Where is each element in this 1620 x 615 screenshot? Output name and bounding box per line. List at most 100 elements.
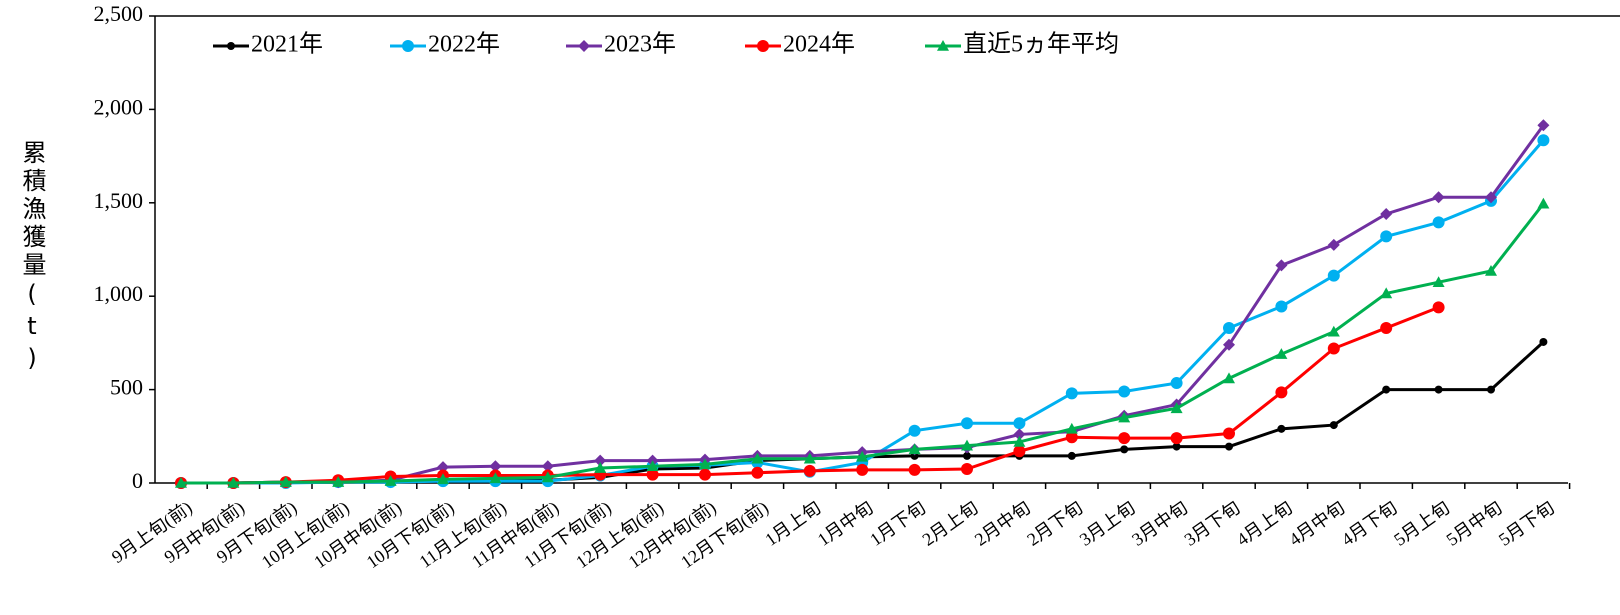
point bbox=[1485, 264, 1497, 276]
legend-label: 2024年 bbox=[783, 31, 855, 58]
legend-item: 2023年 bbox=[566, 31, 676, 58]
point bbox=[541, 471, 554, 483]
point bbox=[908, 443, 921, 455]
point bbox=[1539, 337, 1548, 346]
point bbox=[1537, 119, 1550, 132]
point bbox=[594, 462, 607, 473]
point bbox=[1485, 191, 1497, 204]
point bbox=[646, 460, 659, 471]
point bbox=[175, 477, 187, 488]
x-tick-label: 4月中旬 bbox=[1285, 497, 1348, 550]
point bbox=[1118, 385, 1131, 398]
point bbox=[1487, 385, 1495, 394]
series bbox=[175, 134, 1550, 489]
legend-item: 2024年 bbox=[745, 31, 855, 58]
point bbox=[908, 463, 921, 476]
point bbox=[227, 477, 240, 488]
point bbox=[961, 462, 973, 475]
point bbox=[1065, 431, 1078, 444]
x-tick-label: 4月下旬 bbox=[1338, 497, 1401, 550]
x-tick-label: 3月下旬 bbox=[1181, 497, 1244, 550]
point bbox=[1537, 134, 1550, 147]
point bbox=[1380, 287, 1393, 299]
point bbox=[1275, 259, 1288, 272]
point bbox=[1223, 338, 1235, 351]
point bbox=[1170, 432, 1183, 445]
y-tick-label: 2,000 bbox=[94, 94, 144, 119]
point bbox=[1327, 342, 1340, 355]
point bbox=[699, 468, 711, 481]
legend-label: 2022年 bbox=[428, 31, 500, 58]
point bbox=[1067, 451, 1076, 460]
y-tick-label: 500 bbox=[110, 375, 143, 400]
series-line bbox=[181, 139, 1545, 485]
point bbox=[1432, 276, 1445, 287]
point bbox=[437, 461, 449, 474]
point bbox=[1275, 300, 1288, 313]
point bbox=[1118, 432, 1131, 445]
point bbox=[1327, 269, 1340, 282]
x-tick-label: 5月中旬 bbox=[1443, 497, 1506, 550]
point bbox=[1327, 325, 1340, 337]
x-tick-label: 3月中旬 bbox=[1128, 497, 1191, 550]
x-tick-label: 5月上旬 bbox=[1390, 497, 1453, 550]
point bbox=[1275, 348, 1288, 359]
point bbox=[1537, 197, 1550, 209]
point bbox=[437, 473, 449, 485]
series-line bbox=[181, 124, 1545, 485]
point bbox=[751, 452, 764, 464]
point bbox=[1277, 424, 1286, 433]
legend-item: 2022年 bbox=[390, 31, 500, 58]
legend-marker bbox=[402, 40, 414, 52]
legend-label: 2023年 bbox=[604, 31, 676, 58]
legend-marker bbox=[937, 40, 949, 51]
point bbox=[856, 463, 869, 476]
x-tick-label: 1月下旬 bbox=[866, 497, 929, 550]
point bbox=[1225, 442, 1233, 451]
point bbox=[1120, 445, 1129, 454]
point bbox=[1013, 435, 1026, 447]
point bbox=[1065, 422, 1078, 434]
y-tick-label: 1,500 bbox=[94, 188, 144, 213]
x-tick-label: 2月中旬 bbox=[971, 497, 1034, 550]
point bbox=[1172, 442, 1181, 451]
legend-label: 2021年 bbox=[251, 31, 323, 58]
point bbox=[541, 460, 554, 473]
y-tick-label: 0 bbox=[132, 468, 143, 493]
series-line bbox=[181, 202, 1545, 485]
point bbox=[1380, 321, 1393, 334]
legend-item: 2021年 bbox=[213, 31, 323, 58]
point bbox=[1118, 411, 1131, 423]
x-tick-label: 2月下旬 bbox=[1023, 497, 1086, 550]
series bbox=[175, 119, 1550, 489]
legend-item: 直近5ヵ年平均 bbox=[925, 31, 1119, 58]
point bbox=[963, 451, 971, 460]
y-tick-label: 1,000 bbox=[94, 281, 144, 306]
legend-marker bbox=[757, 40, 769, 52]
point bbox=[1170, 377, 1183, 390]
point bbox=[1170, 402, 1183, 414]
x-tick-label: 5月下旬 bbox=[1495, 497, 1558, 550]
legend-label: 直近5ヵ年平均 bbox=[963, 31, 1119, 58]
point bbox=[961, 439, 973, 451]
x-tick-label: 2月上旬 bbox=[919, 497, 982, 550]
point bbox=[1013, 428, 1026, 441]
point bbox=[699, 458, 711, 470]
point bbox=[1380, 208, 1393, 221]
point bbox=[1434, 385, 1443, 394]
point bbox=[1432, 216, 1445, 229]
point bbox=[1065, 387, 1078, 400]
x-tick-label: 4月上旬 bbox=[1233, 497, 1296, 550]
y-axis-title: 累積漁獲量(t) bbox=[18, 140, 46, 376]
point bbox=[384, 475, 397, 486]
point bbox=[751, 466, 764, 479]
point bbox=[1013, 445, 1026, 458]
point bbox=[594, 454, 607, 467]
legend-marker bbox=[227, 42, 235, 50]
point bbox=[1329, 421, 1338, 430]
point bbox=[908, 424, 921, 437]
legend-marker bbox=[578, 40, 590, 52]
point bbox=[489, 460, 502, 473]
